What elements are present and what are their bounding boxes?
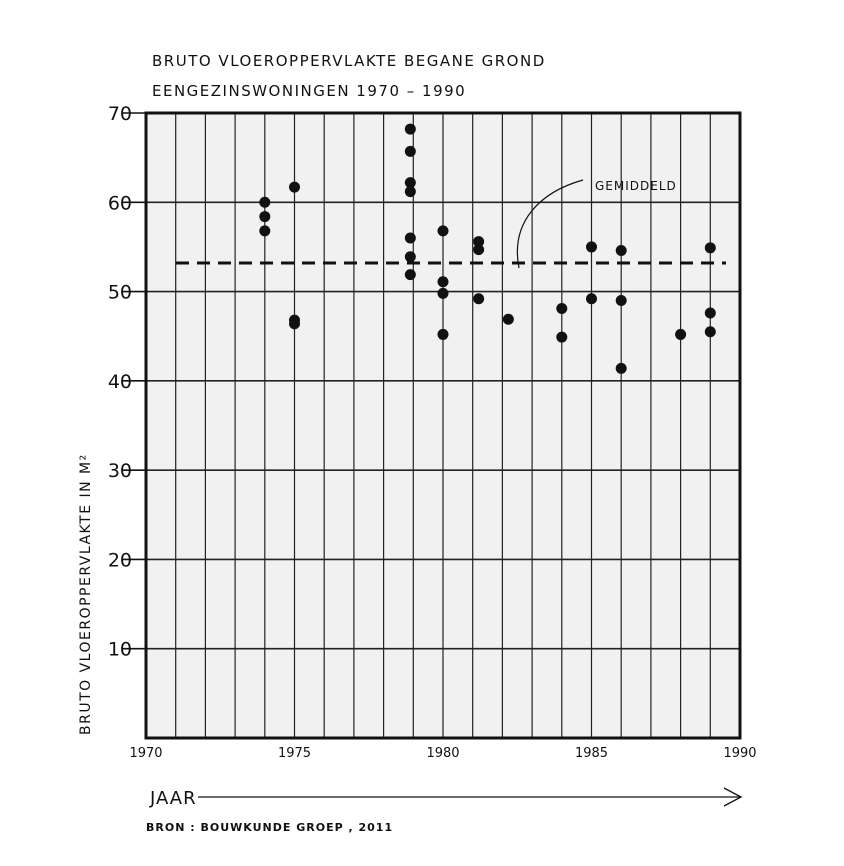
x-axis-ticks: 1970 1975 1980 1985 1990	[129, 746, 756, 761]
data-point	[675, 328, 687, 340]
data-point	[437, 276, 449, 288]
grid	[146, 113, 740, 738]
data-point	[289, 181, 300, 193]
data-point	[586, 293, 597, 305]
source-note: BRON : BOUWKUNDE GROEP , 2011	[146, 821, 393, 834]
y-tick-label: 40	[108, 371, 132, 393]
data-point	[289, 318, 300, 330]
y-tick-label: 50	[108, 282, 132, 304]
data-point	[259, 211, 271, 223]
data-point	[404, 232, 416, 244]
chart-subtitle: EENGEZINSWONINGEN 1970 – 1990	[152, 82, 466, 100]
y-tick-label: 30	[108, 460, 132, 482]
x-axis-arrowhead	[723, 787, 743, 807]
x-tick-label: 1985	[575, 746, 608, 761]
x-tick-label: 1990	[723, 746, 756, 761]
mean-annotation-pointer	[516, 179, 584, 269]
data-point	[473, 244, 485, 256]
data-point	[259, 196, 271, 208]
data-point	[615, 245, 627, 256]
y-axis-label: BRUTO VLOEROPPERVLAKTE IN M²	[78, 453, 94, 735]
data-point	[404, 145, 416, 157]
data-point	[404, 269, 416, 281]
data-point	[437, 328, 449, 340]
data-point	[437, 287, 449, 299]
data-point	[404, 177, 416, 189]
data-point	[556, 303, 568, 315]
data-point	[473, 293, 485, 305]
data-point	[704, 326, 716, 338]
data-point	[704, 242, 716, 254]
y-tick-label: 70	[108, 103, 132, 125]
data-point	[556, 331, 568, 343]
data-points	[259, 123, 716, 374]
y-tick-label: 20	[108, 549, 132, 571]
data-point	[473, 236, 485, 248]
x-tick-label: 1975	[278, 746, 311, 761]
data-point	[404, 251, 416, 263]
data-point	[404, 186, 416, 198]
data-point	[437, 225, 449, 237]
data-point	[502, 313, 514, 325]
mean-annotation-label: GEMIDDELD	[595, 179, 677, 193]
chart-title: BRUTO VLOEROPPERVLAKTE BEGANE GROND	[152, 52, 546, 70]
y-tick-label: 60	[108, 192, 132, 214]
y-tick-label: 10	[108, 639, 132, 661]
data-point	[404, 123, 416, 135]
data-point	[259, 225, 271, 237]
plot-frame	[144, 111, 742, 740]
data-point	[704, 307, 716, 319]
y-axis-ticks: 10 20 30 40 50 60 70	[108, 103, 146, 661]
x-axis-label: JAAR	[149, 788, 197, 809]
data-point	[615, 295, 627, 306]
data-point	[586, 241, 597, 253]
data-point	[615, 362, 627, 374]
x-tick-label: 1980	[426, 746, 459, 761]
x-tick-label: 1970	[129, 746, 162, 761]
